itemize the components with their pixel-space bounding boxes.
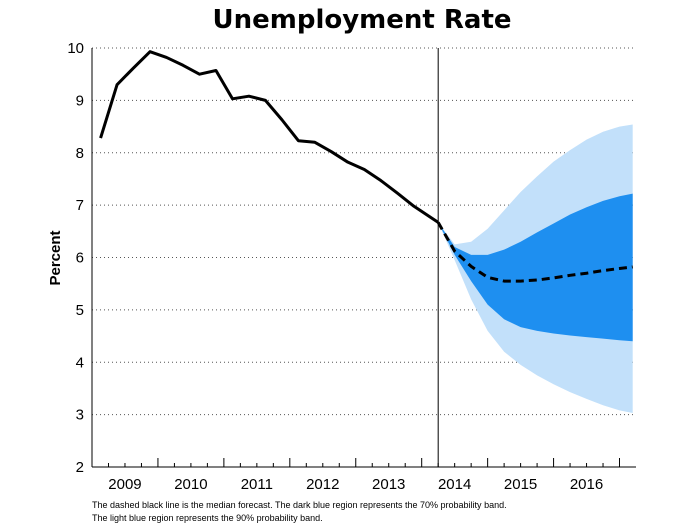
median-forecast-line [436, 221, 633, 283]
y-tick-label: 8 [76, 145, 84, 162]
caption: The dashed black line is the median fore… [92, 499, 507, 525]
caption-line-2: The light blue region represents the 90%… [92, 513, 323, 523]
series-lines [99, 50, 633, 283]
y-tick-label: 7 [76, 197, 84, 214]
y-tick-label: 9 [76, 92, 84, 109]
x-tick-label: 2014 [438, 476, 471, 490]
caption-line-1: The dashed black line is the median fore… [92, 500, 507, 510]
axes [91, 48, 636, 468]
y-tick-label: 3 [76, 407, 84, 424]
x-tick-label: 2015 [504, 476, 537, 490]
y-tick-label: 2 [76, 459, 84, 476]
x-tick-label: 2010 [174, 476, 207, 490]
x-tick-label: 2013 [372, 476, 405, 490]
x-tick-label: 2016 [570, 476, 603, 490]
probability-bands [438, 124, 633, 414]
x-tick-label: 2012 [306, 476, 339, 490]
chart: Unemployment Rate Percent 2 3 4 5 6 7 8 9 10 200… [47, 5, 636, 490]
x-tick-label: 2011 [241, 476, 273, 490]
chart-title: Unemployment Rate [212, 5, 511, 35]
x-ticks: 2009 2010 2011 2012 2013 2014 2015 2016 [107, 458, 621, 490]
y-tick-label: 6 [76, 250, 84, 267]
y-tick-label: 4 [76, 354, 84, 371]
y-axis-label: Percent [47, 230, 64, 285]
actual-line [99, 50, 440, 224]
y-ticks: 2 3 4 5 6 7 8 9 10 [67, 40, 84, 476]
y-tick-label: 5 [76, 302, 84, 319]
y-tick-label: 10 [67, 40, 84, 57]
x-tick-label: 2009 [108, 476, 141, 490]
band-70-percent [438, 193, 633, 342]
grid-lines [92, 47, 636, 416]
